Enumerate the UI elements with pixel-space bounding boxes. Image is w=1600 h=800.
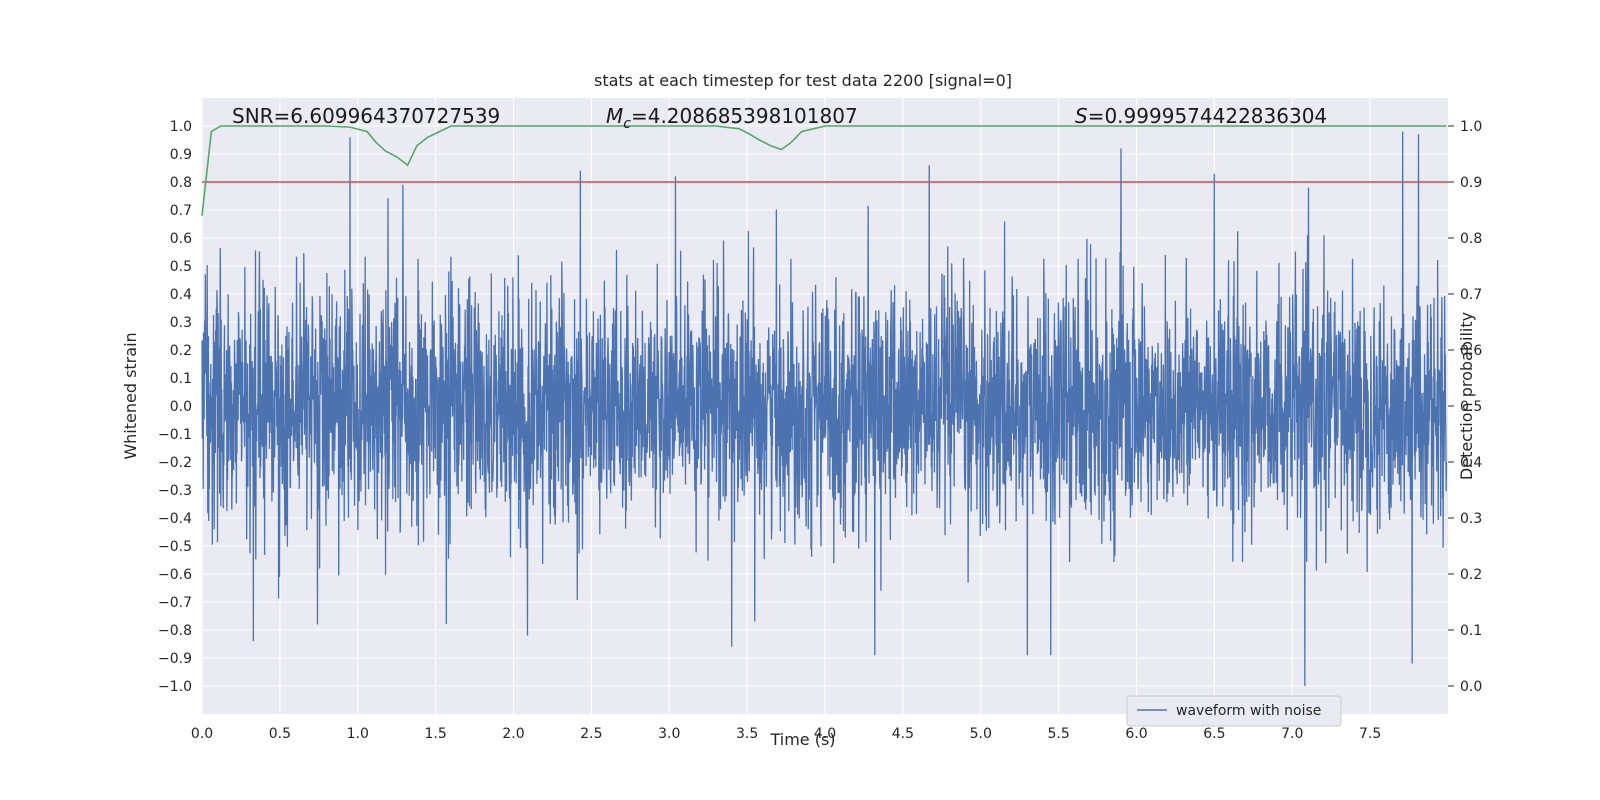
y2-tick-label: 0.3 bbox=[1460, 511, 1482, 527]
y2-tick-label: 0.8 bbox=[1460, 231, 1482, 247]
x-tick-label: 4.0 bbox=[814, 726, 836, 742]
chirp-mass-annotation: Mc=4.208685398101807 bbox=[606, 104, 858, 132]
y2-tick-label: 0.9 bbox=[1460, 175, 1482, 191]
y2-axis-label: Detection probability bbox=[1457, 312, 1476, 480]
legend-box bbox=[1126, 695, 1342, 727]
detection-probability-line bbox=[201, 125, 1447, 216]
y-tick-label: 1.0 bbox=[170, 119, 192, 135]
y-tick-label: −1.0 bbox=[158, 679, 192, 695]
x-tick-label: 7.5 bbox=[1359, 726, 1381, 742]
y-tick-label: −0.3 bbox=[158, 483, 192, 499]
x-tick-label: 2.5 bbox=[580, 726, 602, 742]
y-tick-label: −0.4 bbox=[158, 511, 192, 527]
snr-annotation: SNR=6.609964370727539 bbox=[232, 104, 500, 128]
x-tick-label: 7.0 bbox=[1281, 726, 1303, 742]
x-tick-label: 0.0 bbox=[191, 726, 213, 742]
y-tick-label: 0.5 bbox=[170, 259, 192, 275]
y-tick-label: 0.9 bbox=[170, 147, 192, 163]
probability-overlay bbox=[201, 125, 1448, 216]
y-axis-left: 1.0 0.9 0.8 0.7 0.6 0.5 0.4 0.3 0.2 0.1 0.0 −0.1 −0.… bbox=[158, 119, 192, 695]
y2-tick-label: 0.2 bbox=[1460, 567, 1482, 583]
y-tick-label: 0.8 bbox=[170, 175, 192, 191]
y-tick-label: −0.5 bbox=[158, 539, 192, 555]
x-tick-label: 5.5 bbox=[1047, 726, 1069, 742]
x-tick-label: 3.0 bbox=[658, 726, 680, 742]
y-tick-label: −0.1 bbox=[158, 427, 192, 443]
x-tick-label: 1.0 bbox=[347, 726, 369, 742]
x-tick-label: 5.0 bbox=[970, 726, 992, 742]
y-tick-label: −0.6 bbox=[158, 567, 192, 583]
y2-tick-label: 1.0 bbox=[1460, 119, 1482, 135]
x-tick-label: 0.5 bbox=[269, 726, 291, 742]
spin-annotation: S=0.9999574422836304 bbox=[1075, 104, 1327, 128]
y2-tick-label: 0.1 bbox=[1460, 623, 1482, 639]
y2-tick-label: 0.7 bbox=[1460, 287, 1482, 303]
x-tick-label: 6.0 bbox=[1125, 726, 1147, 742]
y-tick-label: −0.8 bbox=[158, 623, 192, 639]
y-tick-label: 0.3 bbox=[170, 315, 192, 331]
x-tick-label: 6.5 bbox=[1203, 726, 1225, 742]
y-tick-label: 0.2 bbox=[170, 343, 192, 359]
y-tick-label: −0.7 bbox=[158, 595, 192, 611]
y-tick-label: 0.6 bbox=[170, 231, 192, 247]
y-tick-label: −0.2 bbox=[158, 455, 192, 471]
x-tick-label: 3.5 bbox=[736, 726, 758, 742]
y2-tick-label: 0.4 bbox=[1460, 455, 1482, 471]
x-tick-label: 2.0 bbox=[502, 726, 524, 742]
y-tick-label: 0.7 bbox=[170, 203, 192, 219]
chart-title: stats at each timestep for test data 220… bbox=[594, 71, 1012, 90]
y-tick-label: 0.4 bbox=[170, 287, 192, 303]
legend-entry: waveform with noise bbox=[1176, 703, 1321, 719]
waveform-series bbox=[201, 131, 1448, 687]
legend: waveform with noise bbox=[1126, 695, 1342, 727]
x-axis-label: Time (s) bbox=[769, 730, 835, 749]
x-axis: 0.0 0.5 1.0 1.5 2.0 2.5 3.0 3.5 4.0 4.5 5.0 5.5 6.0 6… bbox=[191, 726, 1381, 742]
y-axis-label: Whitened strain bbox=[121, 332, 140, 459]
x-tick-label: 4.5 bbox=[892, 726, 914, 742]
y2-tick-label: 0.0 bbox=[1460, 679, 1482, 695]
x-tick-label: 1.5 bbox=[424, 726, 446, 742]
y-tick-label: 0.0 bbox=[170, 399, 192, 415]
waveform-line bbox=[201, 131, 1448, 687]
y2-tick-label: 0.5 bbox=[1460, 399, 1482, 415]
y2-tick-label: 0.6 bbox=[1460, 343, 1482, 359]
y-tick-label: −0.9 bbox=[158, 651, 192, 667]
y-tick-label: 0.1 bbox=[170, 371, 192, 387]
y-axis-right: 1.0 0.9 0.8 0.7 0.6 0.5 0.4 0.3 0.2 0.1 0.0 bbox=[1448, 119, 1482, 695]
